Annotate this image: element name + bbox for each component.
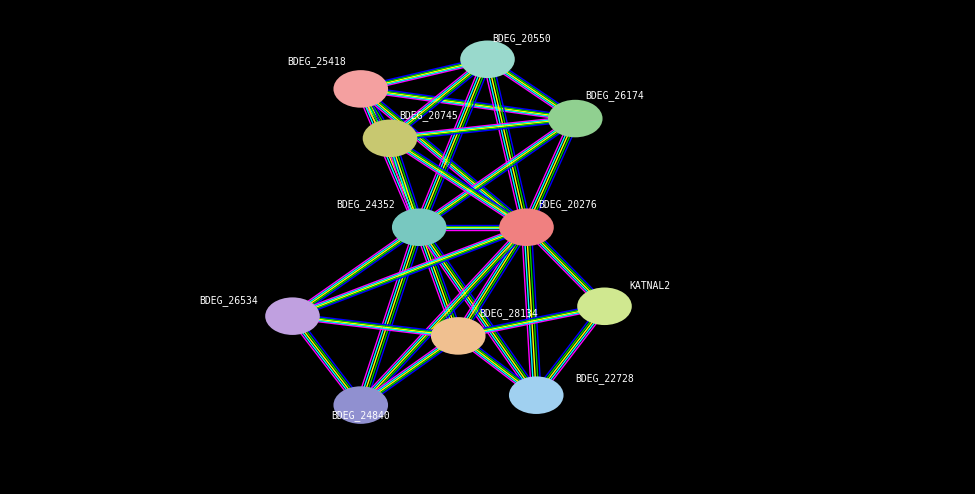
Ellipse shape — [333, 386, 388, 424]
Ellipse shape — [577, 288, 632, 325]
Ellipse shape — [265, 297, 320, 335]
Text: BDEG_28134: BDEG_28134 — [480, 308, 538, 319]
Text: BDEG_20745: BDEG_20745 — [400, 110, 458, 121]
Text: BDEG_24840: BDEG_24840 — [332, 410, 390, 421]
Ellipse shape — [363, 120, 417, 157]
Ellipse shape — [333, 70, 388, 108]
Text: KATNAL2: KATNAL2 — [629, 282, 670, 291]
Text: BDEG_22728: BDEG_22728 — [575, 373, 634, 384]
Text: BDEG_20276: BDEG_20276 — [538, 199, 597, 210]
Ellipse shape — [509, 376, 564, 414]
Ellipse shape — [460, 41, 515, 78]
Text: BDEG_25418: BDEG_25418 — [288, 56, 346, 67]
Text: BDEG_26534: BDEG_26534 — [200, 295, 258, 306]
Text: BDEG_20550: BDEG_20550 — [492, 34, 551, 44]
Ellipse shape — [431, 317, 486, 355]
Text: BDEG_24352: BDEG_24352 — [336, 199, 395, 210]
Ellipse shape — [548, 100, 603, 137]
Ellipse shape — [499, 208, 554, 246]
Text: BDEG_26174: BDEG_26174 — [585, 90, 644, 101]
Ellipse shape — [392, 208, 447, 246]
